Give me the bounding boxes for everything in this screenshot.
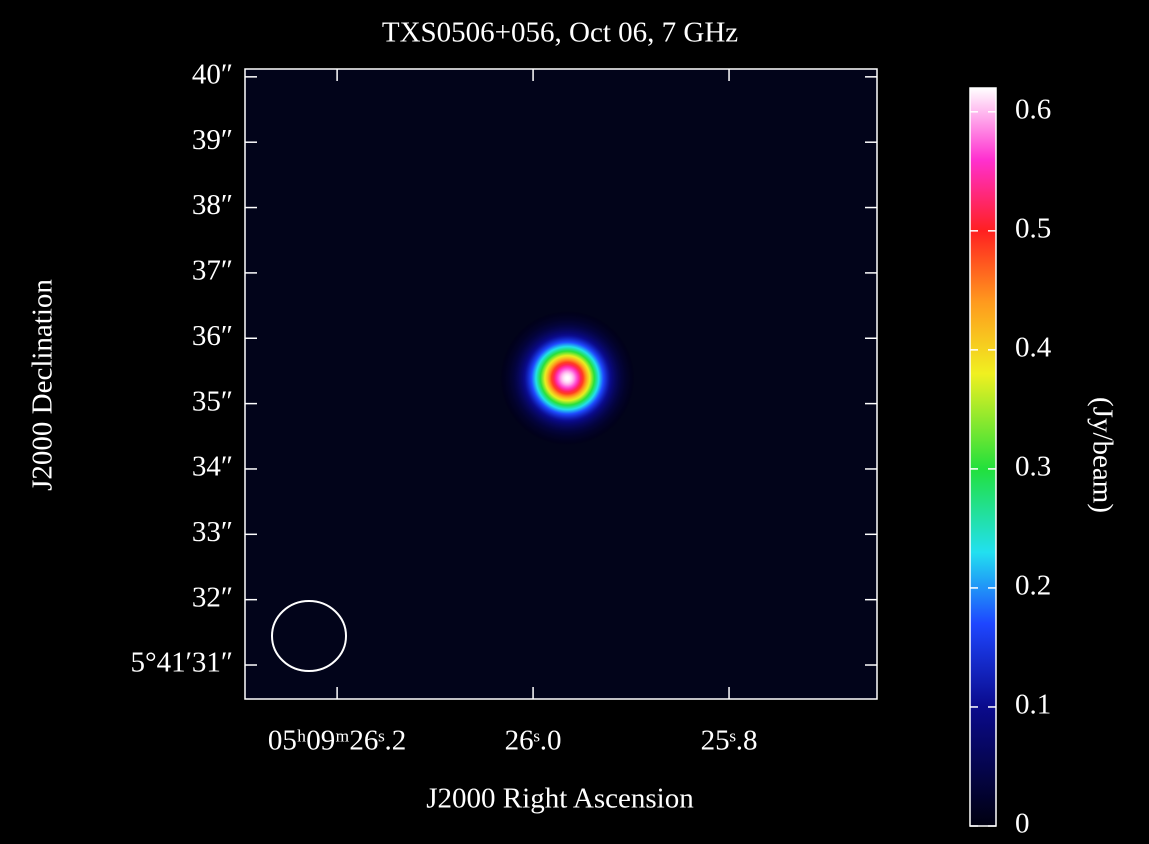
beam (271, 600, 347, 672)
y-tick-label: 5°41′31″ (130, 647, 233, 679)
colorbar-label: (Jy/beam) (1086, 397, 1118, 513)
colorbar-tick-label: 0.6 (1015, 93, 1051, 125)
colorbar-tick-label: 0 (1015, 808, 1030, 840)
x-axis-label: J2000 Right Ascension (426, 783, 694, 815)
x-tick-label: 25ˢ.8 (701, 725, 758, 757)
y-tick-label: 35″ (192, 385, 233, 417)
source (499, 310, 635, 446)
colorbar (969, 87, 997, 827)
x-tick-label: 05ʰ09ᵐ26ˢ.2 (268, 725, 406, 757)
y-tick-label: 37″ (192, 255, 233, 287)
y-tick-label: 32″ (192, 581, 233, 613)
y-tick-label: 36″ (192, 320, 233, 352)
y-axis-label: J2000 Declination (27, 279, 59, 491)
colorbar-tick-label: 0.2 (1015, 570, 1051, 602)
plot-frame (244, 68, 878, 700)
y-tick-label: 40″ (192, 58, 233, 90)
chart-title: TXS0506+056, Oct 06, 7 GHz (382, 17, 738, 49)
y-tick-label: 33″ (192, 516, 233, 548)
colorbar-tick-label: 0.4 (1015, 332, 1052, 364)
colorbar-tick-label: 0.1 (1015, 689, 1051, 721)
y-tick-label: 34″ (192, 451, 233, 483)
x-tick-label: 26ˢ.0 (505, 725, 562, 757)
colorbar-tick-label: 0.3 (1015, 451, 1051, 483)
y-tick-label: 38″ (192, 189, 233, 221)
y-tick-label: 39″ (192, 124, 233, 156)
colorbar-tick-label: 0.5 (1015, 212, 1051, 244)
